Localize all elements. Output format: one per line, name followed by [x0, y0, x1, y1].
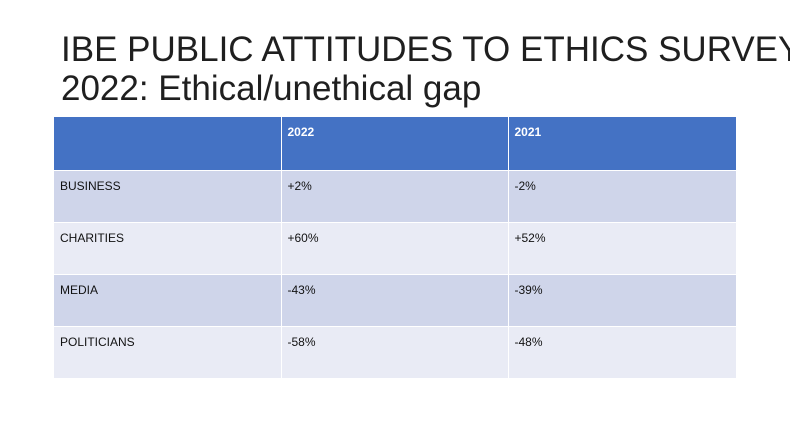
slide-title: IBE PUBLIC ATTITUDES TO ETHICS SURVEY 20… — [61, 30, 790, 108]
header-cell-blank — [54, 117, 282, 170]
value-2021: -48% — [514, 334, 543, 349]
table-row-business: BUSINESS +2% -2% — [54, 170, 736, 222]
header-cell-2022: 2022 — [281, 117, 509, 170]
value-2021: -39% — [514, 282, 543, 297]
ethics-gap-table: 2022 2021 BUSINESS +2% -2% CHARITIES +60… — [54, 117, 736, 378]
value-2021: +52% — [514, 230, 546, 245]
table-row-politicians: POLITICIANS -58% -48% — [54, 326, 736, 378]
slide-title-line-2: 2022: Ethical/unethical gap — [61, 69, 482, 108]
value-2022: -58% — [281, 326, 509, 378]
value-2021: -2% — [514, 178, 536, 193]
row-label: POLITICIANS — [54, 326, 282, 378]
value-2022: +2% — [281, 170, 509, 222]
row-label: CHARITIES — [54, 222, 282, 274]
slide-title-line-1: IBE PUBLIC ATTITUDES TO ETHICS SURVEY — [61, 30, 790, 69]
value-2022: +60% — [281, 222, 509, 274]
table-row-charities: CHARITIES +60% +52% — [54, 222, 736, 274]
row-label: BUSINESS — [54, 170, 282, 222]
header-cell-2021: 2021 — [514, 125, 542, 139]
row-label: MEDIA — [54, 274, 282, 326]
table-header-row: 2022 2021 — [54, 117, 736, 170]
value-2022: -43% — [281, 274, 509, 326]
table-row-media: MEDIA -43% -39% — [54, 274, 736, 326]
